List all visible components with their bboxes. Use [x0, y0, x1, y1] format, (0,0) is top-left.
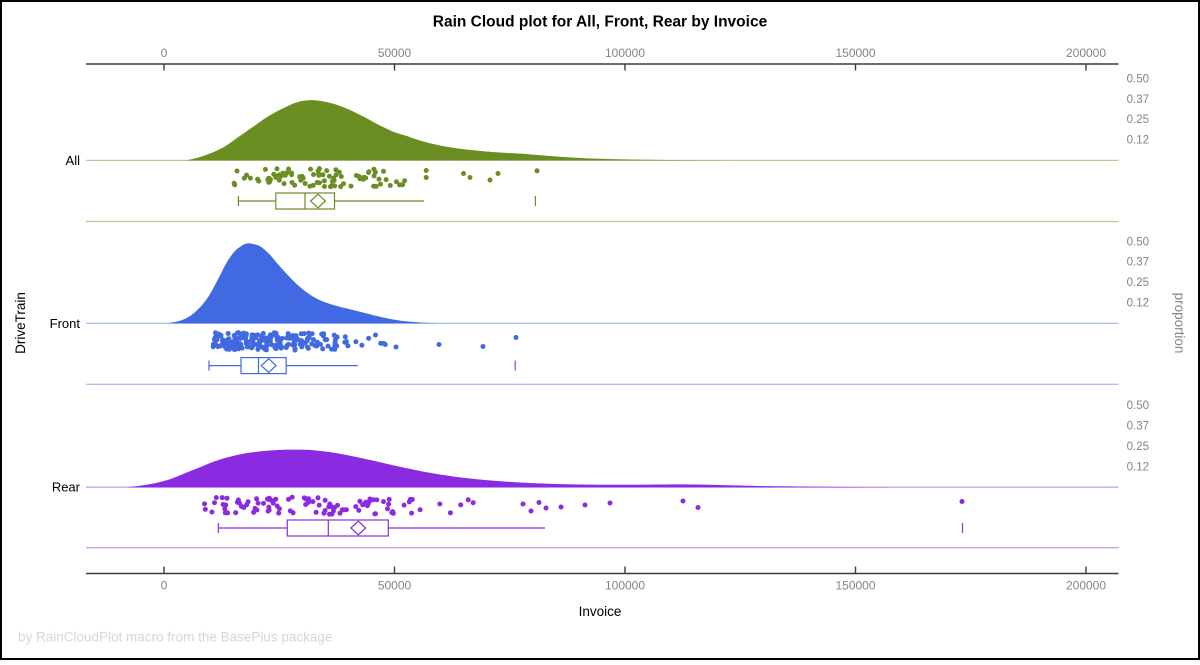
svg-text:0.50: 0.50 [1127, 400, 1149, 412]
svg-text:0.12: 0.12 [1127, 135, 1149, 147]
svg-text:Rear: Rear [52, 480, 81, 495]
svg-text:Rain Cloud plot for All, Front: Rain Cloud plot for All, Front, Rear by … [433, 14, 768, 31]
svg-text:0.25: 0.25 [1127, 277, 1149, 289]
svg-text:150000: 150000 [835, 579, 875, 593]
svg-text:All: All [66, 153, 81, 168]
svg-text:by RainCloudPlot macro from th: by RainCloudPlot macro from the BasePlus… [18, 630, 332, 645]
svg-text:0.37: 0.37 [1127, 257, 1149, 269]
svg-text:0.25: 0.25 [1127, 441, 1149, 453]
svg-text:proportion: proportion [1172, 293, 1187, 354]
svg-text:0.50: 0.50 [1127, 73, 1149, 85]
svg-text:0.37: 0.37 [1127, 94, 1149, 106]
svg-text:Front: Front [50, 316, 81, 331]
svg-text:0.50: 0.50 [1127, 236, 1149, 248]
svg-text:Invoice: Invoice [579, 604, 622, 619]
svg-text:200000: 200000 [1066, 46, 1106, 60]
svg-text:50000: 50000 [378, 579, 412, 593]
svg-text:0.12: 0.12 [1127, 461, 1149, 473]
svg-text:0: 0 [161, 46, 168, 60]
svg-text:0.25: 0.25 [1127, 114, 1149, 126]
svg-text:150000: 150000 [835, 46, 875, 60]
svg-text:200000: 200000 [1066, 579, 1106, 593]
svg-text:100000: 100000 [605, 579, 645, 593]
svg-text:50000: 50000 [378, 46, 412, 60]
svg-text:DriveTrain: DriveTrain [13, 292, 28, 354]
svg-text:0: 0 [161, 579, 168, 593]
svg-text:0.12: 0.12 [1127, 298, 1149, 310]
svg-text:100000: 100000 [605, 46, 645, 60]
svg-text:0.37: 0.37 [1127, 421, 1149, 433]
